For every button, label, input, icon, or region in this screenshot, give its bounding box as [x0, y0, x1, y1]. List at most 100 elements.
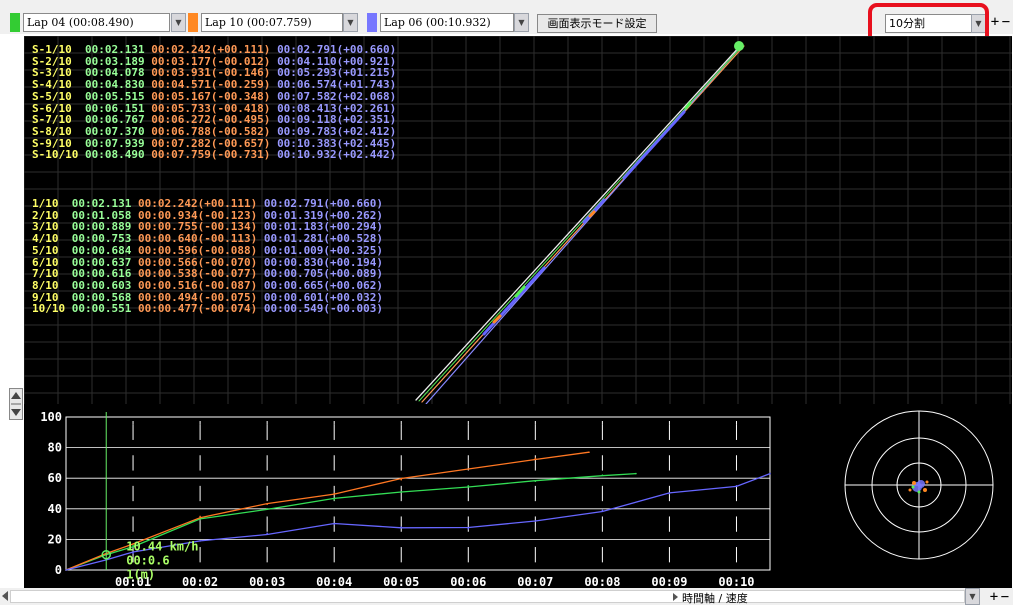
g-force-circle: [844, 410, 994, 560]
lap-color-swatch: [188, 13, 198, 32]
minus-button[interactable]: −: [1001, 14, 1011, 30]
chevron-down-icon[interactable]: ▼: [171, 13, 186, 32]
lap-c-time: 00:08.413(+02.261): [277, 101, 397, 115]
row-label: 4/10: [32, 232, 72, 246]
lap-c-time: 00:00.601(+00.032): [263, 290, 384, 304]
chevron-down-icon[interactable]: ▼: [965, 588, 980, 605]
table-row: S-1/10 00:02.131 00:02.242(+00.111) 00:0…: [32, 44, 396, 56]
lap-a-time: 00:00.753: [71, 232, 138, 246]
table-row: S-2/10 00:03.189 00:03.177(-00.012) 00:0…: [32, 54, 397, 68]
toolbar: Lap 04 (00:08.490) ▼ Lap 10 (00:07.759) …: [0, 0, 1013, 34]
chevron-down-icon[interactable]: ▼: [343, 13, 358, 32]
lap-a-time: 00:07.370: [84, 124, 152, 138]
lap-b-time: 00:03.177(-00.012): [151, 54, 278, 68]
trace-segment-orange: [492, 314, 502, 324]
scroll-left-arrow[interactable]: [2, 591, 8, 601]
table-row: 7/10 00:00.616 00:00.538(-00.077) 00:00.…: [32, 268, 383, 280]
plus-button[interactable]: +: [990, 14, 1000, 30]
speed-data-point: [199, 540, 201, 542]
speed-data-point: [467, 527, 470, 530]
row-label: 2/10: [32, 208, 72, 222]
y-tick-label: 0: [55, 563, 62, 577]
lap-a-time: 00:07.939: [84, 136, 152, 150]
trace-line-white: [415, 43, 743, 401]
chevron-down-icon[interactable]: ▼: [971, 14, 986, 33]
speed-data-point: [199, 518, 201, 521]
speed-data-point: [588, 451, 590, 453]
row-label: 7/10: [32, 267, 72, 281]
table-row: S-4/10 00:04.830 00:04.571(-00.259) 00:0…: [32, 79, 396, 91]
lap-c-time: 00:10.932(+02.442): [277, 148, 397, 162]
speed-data-point: [601, 474, 604, 476]
lap-b-time: 00:00.516(-00.087): [137, 278, 264, 292]
speed-data-point: [333, 498, 335, 501]
speed-series-line: [65, 472, 771, 571]
speed-data-point: [132, 544, 134, 547]
panel-resize-handle[interactable]: [9, 388, 23, 420]
lap-a-time: 00:04.830: [84, 78, 152, 92]
speed-data-point: [199, 515, 201, 518]
lap-c-time: 00:01.009(+00.325): [263, 243, 384, 257]
table-row: 1/10 00:02.131 00:02.242(+00.111) 00:02.…: [32, 198, 383, 210]
lap-a-time: 00:08.490: [84, 148, 152, 162]
lap-b-time: 00:07.282(-00.657): [151, 136, 278, 150]
speed-data-point: [467, 485, 470, 487]
horizontal-scrollbar[interactable]: [10, 590, 965, 603]
row-label: S-4/10: [32, 78, 85, 92]
display-mode-button[interactable]: 画面表示モード設定: [537, 14, 657, 33]
lap-a-time: 00:01.058: [71, 208, 138, 222]
trace-line-blue: [425, 47, 741, 404]
speed-data-point: [266, 508, 268, 510]
lap-b-time: 00:05.733(-00.418): [151, 101, 278, 115]
row-label: S-7/10: [32, 113, 85, 127]
lap-c-time: 00:05.293(+01.215): [277, 66, 397, 80]
x-tick-label: 00:01: [115, 575, 151, 588]
lap-b-time: 00:00.755(-00.134): [137, 220, 264, 234]
table-row: 6/10 00:00.637 00:00.566(-00.070) 00:00.…: [32, 256, 383, 269]
lap-a-time: 00:00.684: [71, 243, 138, 257]
lap-a-time: 00:05.515: [84, 89, 152, 103]
speed-data-point: [601, 509, 604, 512]
table-row: S-3/10 00:04.078 00:03.931(-00.146) 00:0…: [32, 67, 396, 79]
x-tick-label: 00:07: [517, 575, 553, 588]
cursor-readout-speed: 10.44 km/h: [126, 540, 198, 554]
x-tick-label: 00:09: [651, 575, 687, 588]
lap-c-time: 00:09.783(+02.412): [277, 124, 397, 138]
lap-select-2[interactable]: Lap 10 (00:07.759) ▼: [188, 13, 363, 32]
cursor-readout-time: 00:0.6: [126, 554, 169, 568]
play-icon[interactable]: [673, 593, 678, 601]
table-row: 2/10 00:01.058 00:00.934(-00.123) 00:01.…: [32, 208, 384, 222]
speed-data-point: [668, 492, 671, 495]
chevron-down-icon[interactable]: ▼: [514, 13, 529, 32]
lap-b-time: 00:03.931(-00.146): [151, 66, 278, 80]
row-label: 10/10: [32, 302, 72, 316]
speed-data-point: [769, 472, 771, 475]
lap-c-time: 00:04.110(+00.921): [277, 54, 397, 68]
lap-a-time: 00:00.616: [71, 267, 138, 281]
lap-b-time: 00:00.477(-00.074): [137, 302, 264, 316]
row-label: S-2/10: [32, 54, 85, 68]
table-row: 9/10 00:00.568 00:00.494(-00.075) 00:00.…: [32, 290, 384, 304]
table-row: S-8/10 00:07.370 00:06.788(-00.582) 00:0…: [32, 126, 396, 138]
lap-select-1[interactable]: Lap 04 (00:08.490) ▼: [10, 13, 186, 32]
zoom-minus-button[interactable]: −: [1000, 589, 1010, 605]
zoom-plus-button[interactable]: +: [989, 589, 999, 605]
sector-cumulative-table: S-1/10 00:02.131 00:02.242(+00.111) 00:0…: [32, 44, 396, 161]
split-select[interactable]: 10分割 ▼: [885, 14, 987, 33]
lap-c-time: 00:00.705(+00.089): [263, 267, 384, 281]
row-label: 1/10: [32, 197, 72, 210]
trace-segment-blue: [622, 110, 686, 180]
lap-b-time: 00:00.640(-00.113): [137, 232, 264, 246]
y-tick-label: 80: [48, 441, 62, 455]
row-label: S-8/10: [32, 124, 85, 138]
split-select-value: 10分割: [885, 14, 976, 33]
lap-b-time: 00:00.596(-00.088): [137, 243, 264, 257]
axis-mode-label: 時間軸 / 速度: [682, 592, 748, 605]
x-tick-label: 00:08: [584, 575, 620, 588]
x-tick-label: 00:06: [450, 575, 486, 588]
x-tick-label: 00:04: [316, 575, 352, 588]
lap-select-3[interactable]: Lap 06 (00:10.932) ▼: [367, 13, 532, 32]
lap-c-time: 00:01.319(+00.262): [263, 208, 384, 222]
trace-line-orange: [421, 45, 745, 403]
table-row: 4/10 00:00.753 00:00.640(-00.113) 00:01.…: [32, 233, 383, 245]
